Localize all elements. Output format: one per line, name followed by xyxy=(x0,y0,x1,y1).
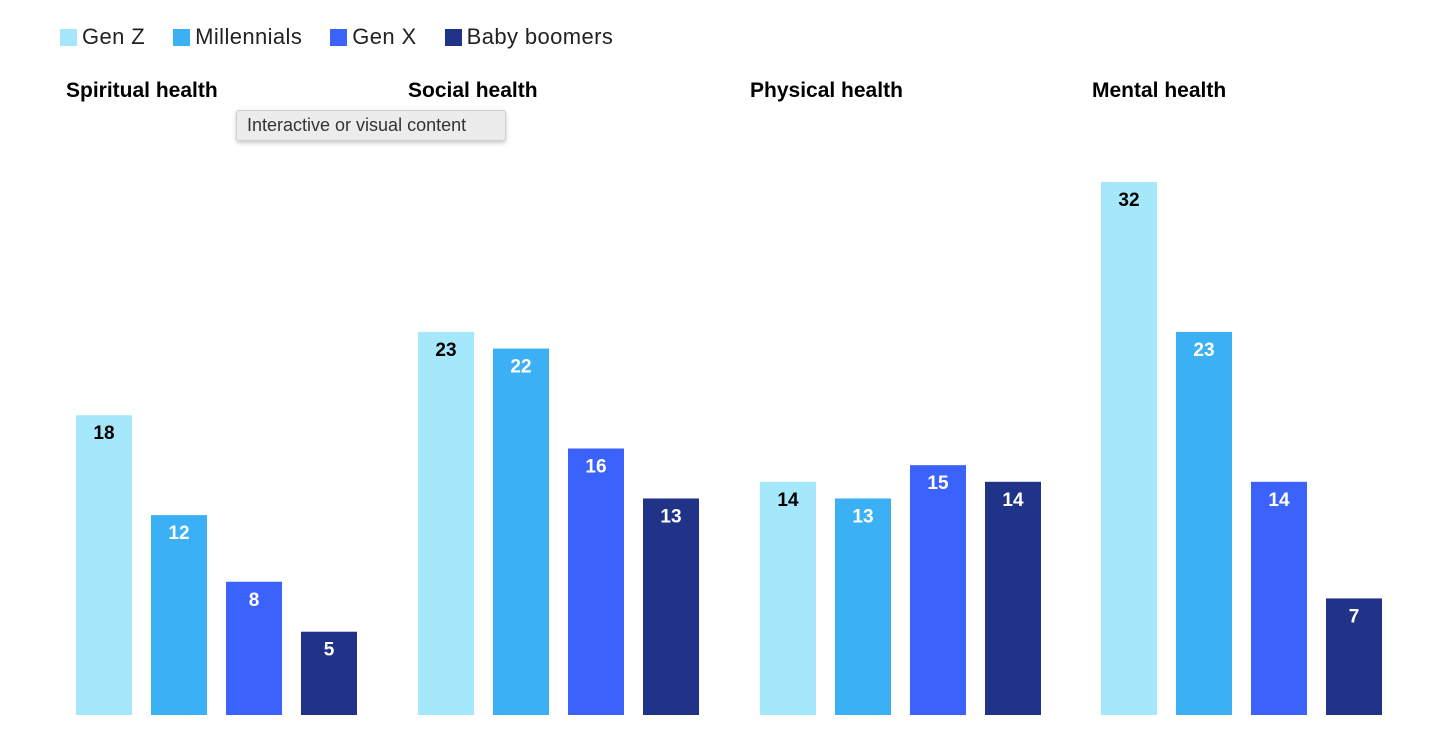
legend-label-baby-boomers: Baby boomers xyxy=(466,24,614,49)
data-label-social-health-gen-z: 23 xyxy=(435,340,456,361)
panel-title-mental-health: Mental health xyxy=(1092,79,1227,102)
bar-physical-health-millennials[interactable] xyxy=(835,498,891,715)
legend-item-gen-z[interactable]: Gen Z xyxy=(60,24,145,50)
data-label-spiritual-health-baby-boomers: 5 xyxy=(324,640,335,661)
data-label-spiritual-health-millennials: 12 xyxy=(168,523,189,544)
legend-swatch-millennials xyxy=(173,28,191,46)
panel-title-spiritual-health: Spiritual health xyxy=(66,79,218,102)
data-label-social-health-gen-x: 16 xyxy=(585,457,606,478)
tooltip: Interactive or visual content xyxy=(236,110,506,141)
bar-physical-health-baby-boomers[interactable] xyxy=(985,481,1041,715)
bar-spiritual-health-baby-boomers[interactable] xyxy=(301,631,357,715)
data-label-mental-health-gen-z: 32 xyxy=(1118,190,1139,211)
legend: Gen Z Millennials Gen X Baby boomers xyxy=(60,24,641,50)
panel-title-physical-health: Physical health xyxy=(750,79,903,102)
bar-mental-health-millennials[interactable] xyxy=(1176,331,1232,715)
bar-spiritual-health-gen-x[interactable] xyxy=(226,581,282,715)
data-label-mental-health-gen-x: 14 xyxy=(1268,490,1290,511)
data-label-social-health-baby-boomers: 13 xyxy=(660,506,681,527)
data-label-mental-health-millennials: 23 xyxy=(1193,340,1214,361)
bar-social-health-gen-x[interactable] xyxy=(568,448,624,716)
bar-physical-health-gen-x[interactable] xyxy=(910,465,966,715)
bar-mental-health-gen-z[interactable] xyxy=(1101,182,1157,715)
legend-swatch-gen-x xyxy=(330,28,348,46)
legend-label-gen-z: Gen Z xyxy=(82,24,146,49)
legend-swatch-gen-z xyxy=(60,28,77,46)
data-label-spiritual-health-gen-x: 8 xyxy=(249,590,260,611)
bar-social-health-millennials[interactable] xyxy=(493,348,549,715)
legend-swatch-baby-boomers xyxy=(444,28,462,46)
data-label-physical-health-gen-z: 14 xyxy=(777,490,799,511)
bar-physical-health-gen-z[interactable] xyxy=(760,481,816,715)
data-label-physical-health-gen-x: 15 xyxy=(927,473,949,494)
legend-label-gen-x: Gen X xyxy=(352,24,417,49)
data-label-mental-health-baby-boomers: 7 xyxy=(1349,606,1360,627)
data-label-physical-health-millennials: 13 xyxy=(852,506,873,527)
bar-social-health-gen-z[interactable] xyxy=(418,331,474,715)
bar-mental-health-gen-x[interactable] xyxy=(1251,481,1307,715)
bar-social-health-baby-boomers[interactable] xyxy=(643,498,699,715)
bar-spiritual-health-millennials[interactable] xyxy=(151,515,207,715)
data-label-social-health-millennials: 22 xyxy=(510,357,531,378)
legend-item-baby-boomers[interactable]: Baby boomers xyxy=(444,24,614,50)
legend-label-millennials: Millennials xyxy=(195,24,303,49)
legend-item-gen-x[interactable]: Gen X xyxy=(330,24,416,50)
data-label-physical-health-baby-boomers: 14 xyxy=(1002,490,1024,511)
bar-spiritual-health-gen-z[interactable] xyxy=(76,415,132,715)
panel-title-social-health: Social health xyxy=(408,79,538,102)
data-label-spiritual-health-gen-z: 18 xyxy=(93,423,114,444)
bar-mental-health-baby-boomers[interactable] xyxy=(1326,598,1382,715)
legend-item-millennials[interactable]: Millennials xyxy=(173,24,302,50)
